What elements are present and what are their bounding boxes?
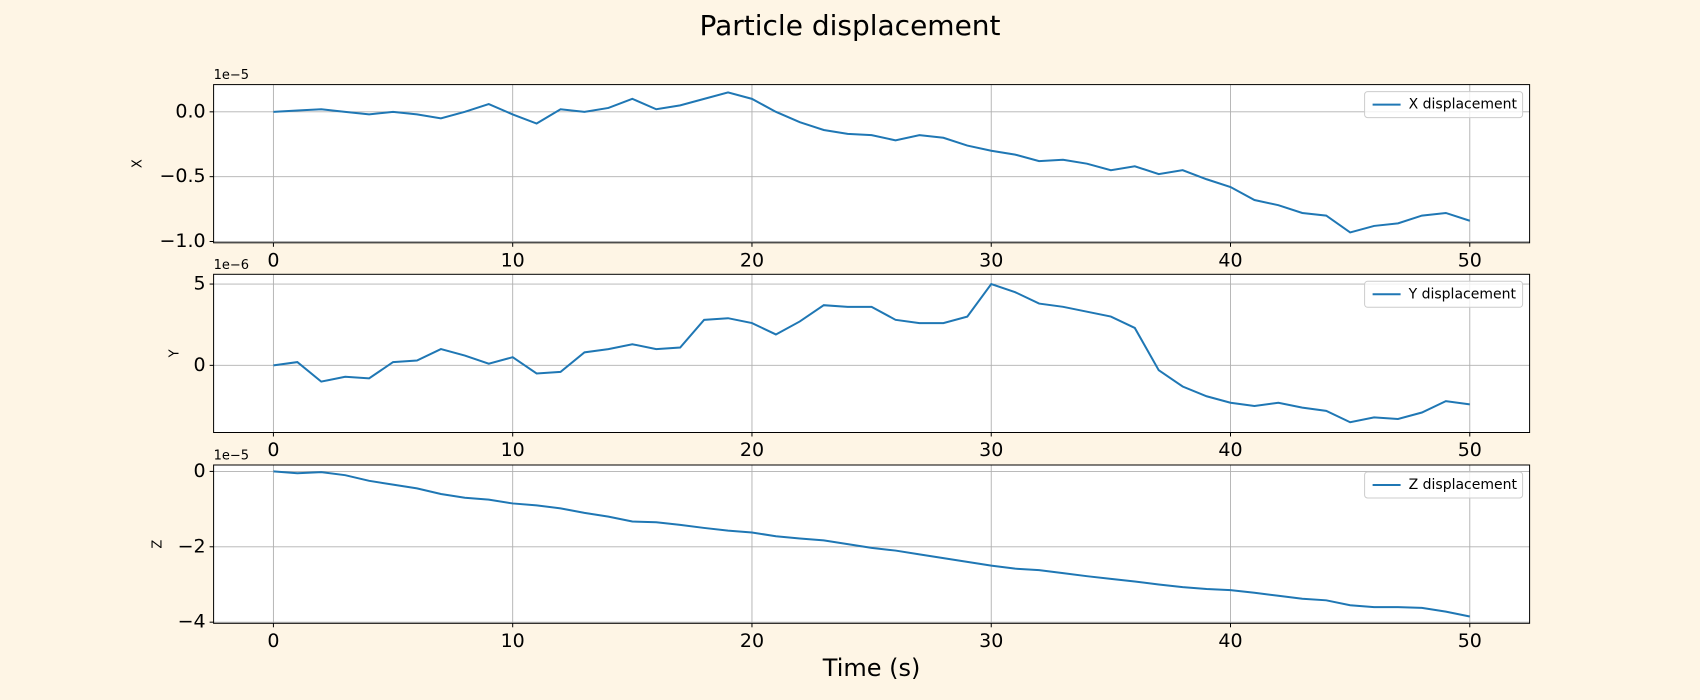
x-tick-label: 20: [740, 630, 764, 652]
plot-area: [213, 465, 1530, 624]
y-tick-label: −4: [178, 611, 206, 633]
data-line: [273, 470, 1470, 618]
legend-label: Z displacement: [1409, 477, 1518, 493]
offset-text: 1e−6: [214, 258, 249, 273]
x-tick-label: 10: [501, 249, 525, 271]
legend-label: Y displacement: [1408, 286, 1517, 302]
x-tick-label: 50: [1458, 439, 1482, 461]
x-axis-label: Time (s): [822, 654, 921, 682]
y-tick-label: −2: [178, 535, 206, 557]
data-line: [273, 91, 1471, 234]
x-tick-label: 40: [1218, 439, 1242, 461]
offset-text: 1e−5: [214, 449, 249, 464]
x-tick-label: 30: [979, 249, 1003, 271]
y-tick-label: 5: [194, 273, 206, 295]
axes-frame: [213, 273, 1531, 433]
x-tick-label: 0: [267, 439, 279, 461]
legend-label: X displacement: [1409, 97, 1518, 113]
legend-box: [1364, 471, 1524, 499]
axes-frame: [213, 464, 1531, 624]
x-tick-label: 20: [740, 439, 764, 461]
x-tick-label: 20: [740, 249, 764, 271]
x-tick-label: 30: [979, 439, 1003, 461]
y-axis-label: Y: [168, 349, 183, 358]
data-line: [273, 282, 1470, 424]
x-tick-label: 0: [267, 249, 279, 271]
y-axis-label: Z: [151, 540, 166, 549]
legend-box: [1364, 91, 1524, 119]
offset-text: 1e−5: [214, 68, 249, 83]
x-tick-label: 50: [1458, 249, 1482, 271]
x-tick-label: 0: [267, 630, 279, 652]
y-tick-label: −1.0: [159, 230, 205, 252]
x-tick-label: 30: [979, 630, 1003, 652]
y-tick-label: −0.5: [159, 165, 205, 187]
y-tick-label: 0: [194, 354, 206, 376]
y-tick-label: 0: [194, 460, 206, 482]
y-tick-label: 0.0: [175, 100, 205, 122]
legend-box: [1364, 280, 1524, 308]
y-axis-label: X: [131, 159, 146, 168]
x-tick-label: 40: [1218, 249, 1242, 271]
plot-area: [213, 84, 1530, 243]
plot-area: [213, 274, 1530, 433]
x-tick-label: 10: [501, 439, 525, 461]
figure-title: Particle displacement: [699, 9, 1000, 42]
axes-frame: [213, 84, 1531, 244]
x-tick-label: 50: [1458, 630, 1482, 652]
x-tick-label: 40: [1218, 630, 1242, 652]
x-tick-label: 10: [501, 630, 525, 652]
